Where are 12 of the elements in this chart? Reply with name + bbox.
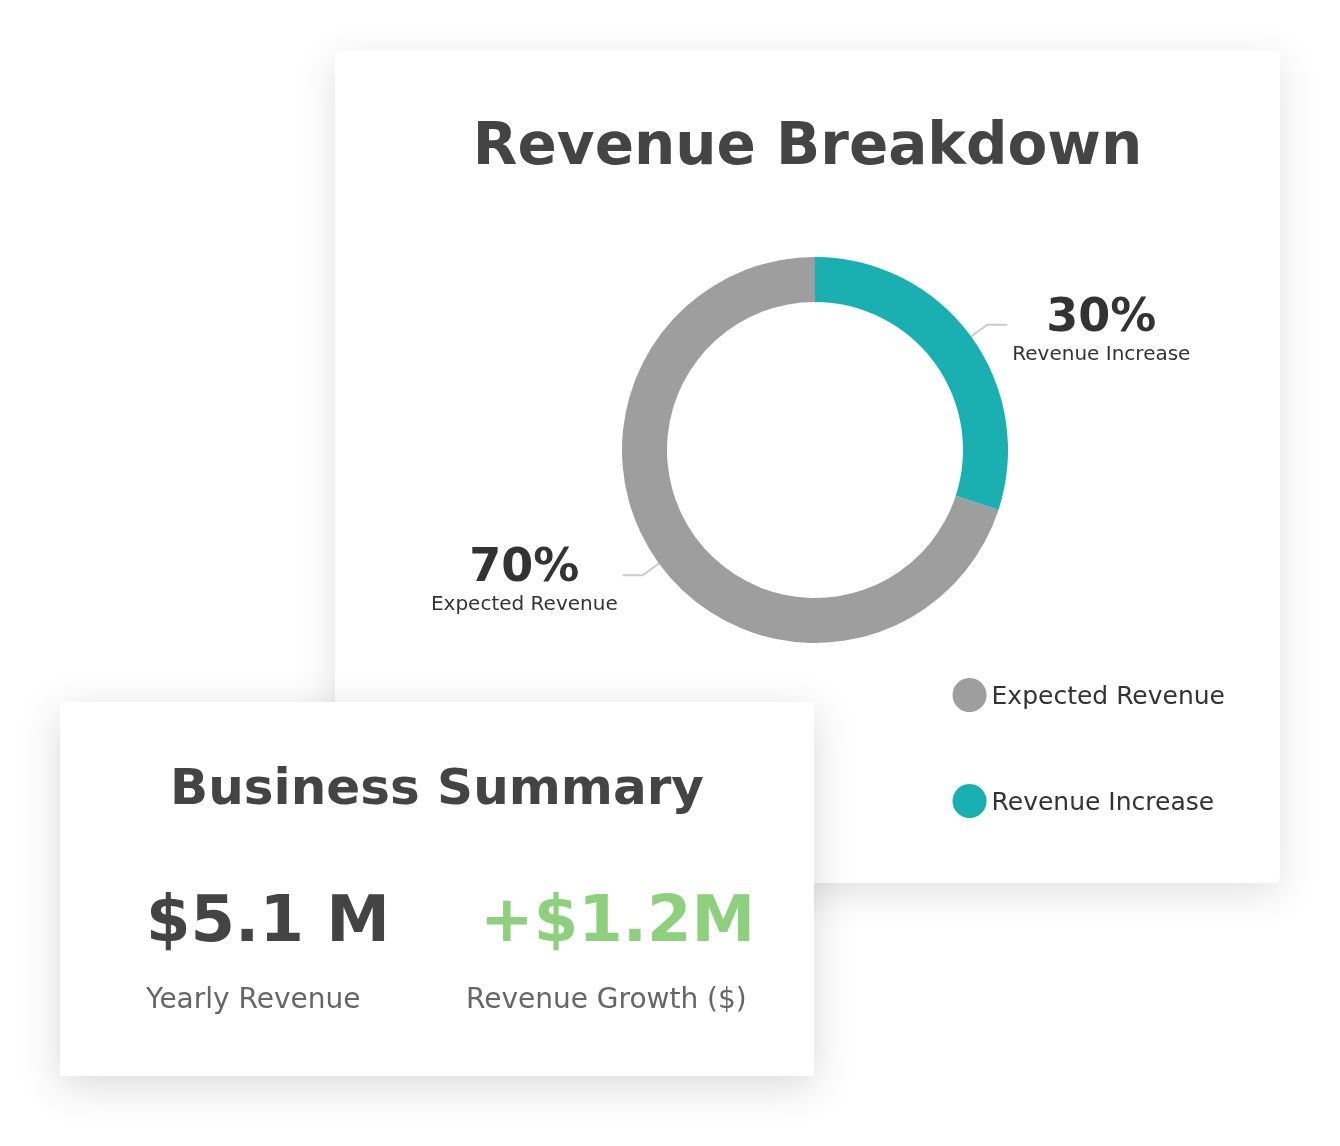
slice-label: Revenue Increase	[1012, 340, 1191, 365]
text: Business Summary	[169, 758, 705, 816]
legend-label: Expected Revenue	[991, 680, 1226, 710]
text: Revenue Growth ($)	[466, 982, 747, 1015]
slice-label: Expected Revenue	[430, 591, 618, 616]
text: $5.1 M	[146, 882, 390, 956]
chart-title: Revenue Breakdown	[472, 110, 1143, 178]
text: Yearly Revenue	[146, 982, 361, 1015]
text: +$1.2M	[480, 882, 756, 956]
data-label: 30%	[1046, 287, 1157, 342]
data-label: 70%	[469, 538, 580, 593]
legend-label: Revenue Increase	[991, 786, 1215, 816]
